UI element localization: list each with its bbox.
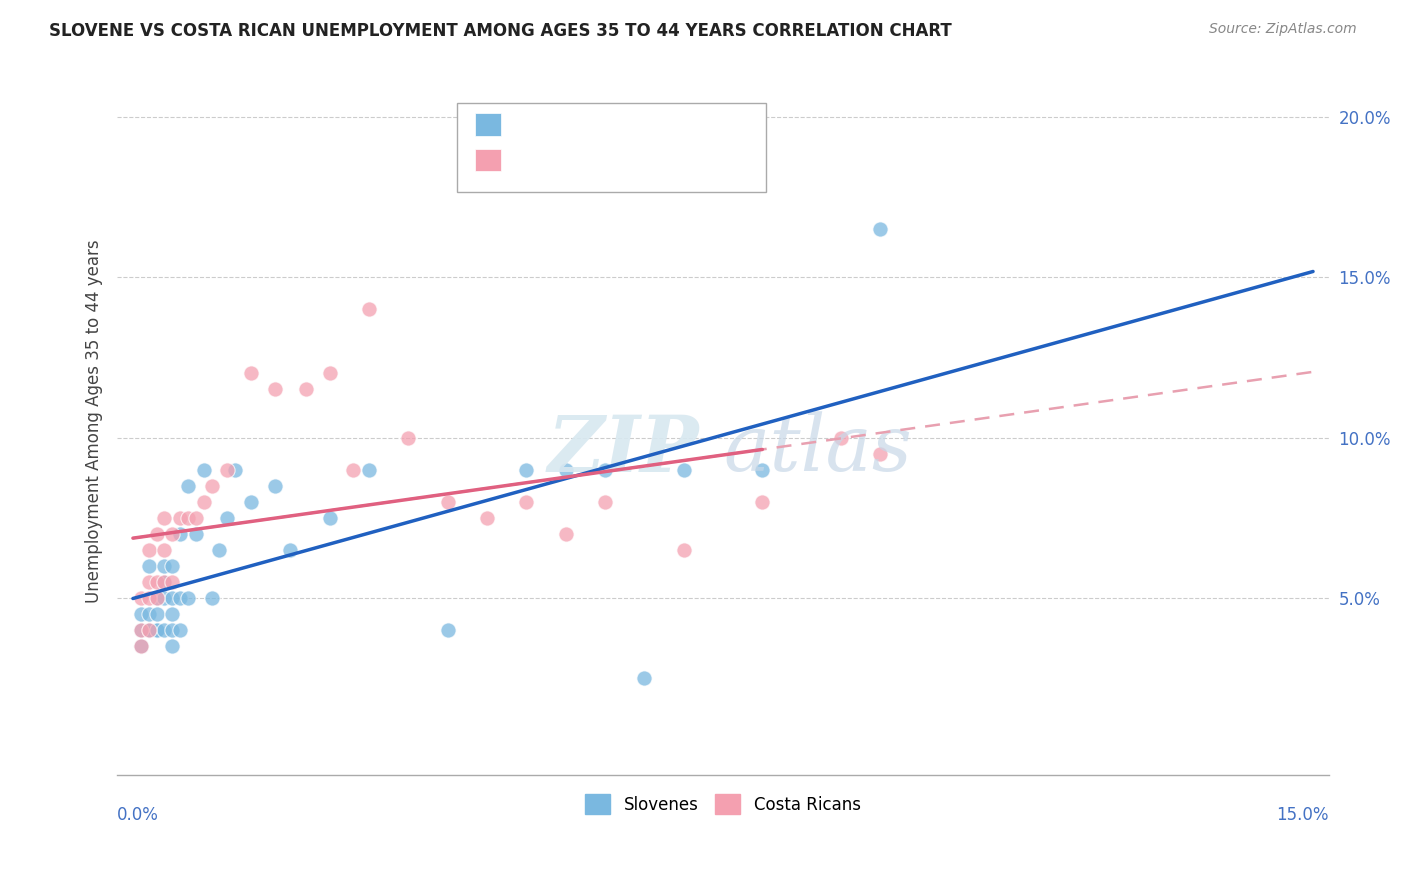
Point <box>129 639 152 653</box>
Point <box>129 623 152 637</box>
Point <box>200 479 222 493</box>
Point <box>145 591 167 605</box>
Text: Source: ZipAtlas.com: Source: ZipAtlas.com <box>1209 22 1357 37</box>
Point <box>239 367 262 381</box>
Point <box>515 463 537 477</box>
Point <box>162 574 184 589</box>
Text: SLOVENE VS COSTA RICAN UNEMPLOYMENT AMONG AGES 35 TO 44 YEARS CORRELATION CHART: SLOVENE VS COSTA RICAN UNEMPLOYMENT AMON… <box>49 22 952 40</box>
Point <box>129 591 152 605</box>
Point <box>193 495 215 509</box>
Point <box>153 574 176 589</box>
Point <box>153 591 176 605</box>
Point <box>672 543 695 558</box>
Point <box>138 623 160 637</box>
Point <box>153 623 176 637</box>
Point <box>869 447 891 461</box>
Point <box>145 623 167 637</box>
Point <box>145 591 167 605</box>
Text: 15.0%: 15.0% <box>1277 806 1329 824</box>
Point <box>357 302 380 317</box>
Point <box>396 431 419 445</box>
Text: atlas: atlas <box>723 411 911 488</box>
Point <box>162 591 184 605</box>
Legend: Slovenes, Costa Ricans: Slovenes, Costa Ricans <box>576 786 869 822</box>
Point <box>263 479 285 493</box>
Text: R = 0.437   N = 44: R = 0.437 N = 44 <box>508 114 678 132</box>
Point <box>138 574 160 589</box>
Point <box>217 463 239 477</box>
Point <box>162 623 184 637</box>
Point <box>169 527 191 541</box>
Point <box>278 543 301 558</box>
Point <box>145 607 167 621</box>
Point <box>169 591 191 605</box>
Point <box>593 463 616 477</box>
Point <box>138 543 160 558</box>
Point <box>145 527 167 541</box>
Point <box>633 671 655 685</box>
Point <box>177 479 200 493</box>
Point <box>217 511 239 525</box>
Point <box>436 495 458 509</box>
Point <box>554 527 576 541</box>
Text: R = 0.449   N = 37: R = 0.449 N = 37 <box>508 150 678 168</box>
Point <box>169 511 191 525</box>
Point <box>145 623 167 637</box>
Point <box>153 543 176 558</box>
Point <box>138 591 160 605</box>
Point <box>138 623 160 637</box>
Point <box>751 463 773 477</box>
Text: 0.0%: 0.0% <box>117 806 159 824</box>
Point <box>129 639 152 653</box>
Point <box>593 495 616 509</box>
Point <box>224 463 246 477</box>
Point <box>162 558 184 573</box>
Point <box>239 495 262 509</box>
Point <box>162 607 184 621</box>
Point <box>342 463 364 477</box>
Y-axis label: Unemployment Among Ages 35 to 44 years: Unemployment Among Ages 35 to 44 years <box>86 240 103 603</box>
Point <box>169 623 191 637</box>
Point <box>184 511 207 525</box>
Point <box>138 558 160 573</box>
Point <box>554 463 576 477</box>
Point <box>436 623 458 637</box>
Point <box>672 463 695 477</box>
Point <box>318 511 340 525</box>
Point <box>138 607 160 621</box>
Point <box>263 383 285 397</box>
Point <box>515 495 537 509</box>
Point <box>129 607 152 621</box>
Point <box>295 383 318 397</box>
Text: ZIP: ZIP <box>547 411 699 488</box>
Point <box>162 639 184 653</box>
Point <box>830 431 852 445</box>
Point <box>129 623 152 637</box>
Point <box>177 591 200 605</box>
Point <box>200 591 222 605</box>
Point <box>184 527 207 541</box>
Point <box>208 543 231 558</box>
Point <box>475 511 498 525</box>
Point <box>153 511 176 525</box>
Point <box>162 527 184 541</box>
Point <box>153 574 176 589</box>
Point <box>193 463 215 477</box>
Point <box>177 511 200 525</box>
Point <box>153 558 176 573</box>
Point <box>318 367 340 381</box>
Point <box>751 495 773 509</box>
Point <box>869 222 891 236</box>
Point <box>357 463 380 477</box>
Point <box>138 623 160 637</box>
Point <box>145 574 167 589</box>
